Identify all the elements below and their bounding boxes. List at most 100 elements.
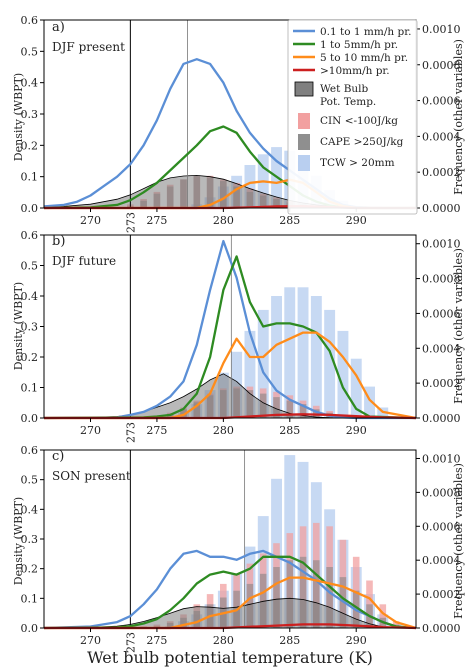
- legend-box: [287, 19, 418, 215]
- panel-b-right-tick-label: 0.0004: [422, 342, 461, 355]
- panel-b-tcw-bar: [337, 330, 349, 418]
- panel-a-right-tick-label: 0.0006: [422, 95, 461, 108]
- panel-b-left-tick-label: 0.5: [21, 260, 39, 273]
- panel-b-left-tick-label: 0.6: [21, 229, 39, 242]
- legend-label-cape: CAPE >250J/kg: [320, 136, 404, 148]
- panel-b-geometry: 0.0 0.1 0.2 0.3 0.4 0.5 0.6 0.0000 0.0002 0.0004 0…: [21, 229, 461, 443]
- panel-c-left-tick-label: 0.1: [21, 592, 39, 605]
- panel-b-cape-bar: [273, 397, 280, 418]
- legend-label-wbpt-1: Wet Bulb: [320, 83, 369, 95]
- legend-label-line-4: >10mm/h pr.: [320, 65, 390, 77]
- panel-b-left-tick-label: 0.3: [21, 321, 39, 334]
- panel-b-tcw-bar: [297, 287, 309, 418]
- legend-swatch-wbpt: [294, 81, 314, 97]
- panel-c-cin-bar: [379, 604, 387, 628]
- legend-entry-line-4: >10mm/h pr.: [293, 65, 390, 77]
- panel-b-right-tick-label: 0.0002: [422, 377, 461, 390]
- panel-b-x-tick-label: 270: [80, 424, 101, 437]
- panel-b-tcw-bar: [364, 386, 375, 418]
- panel-b-left-ylabel: Density (WBPT): [12, 282, 25, 370]
- panel-a-letter: a): [52, 20, 65, 35]
- legend-entry-line-3: 5 to 10 mm/h pr.: [293, 52, 408, 64]
- panel-c: 0.0 0.1 0.2 0.3 0.4 0.5 0.6 0.0000 0.0002 0.0004 0…: [12, 444, 465, 653]
- panel-c-left-tick-label: 0.6: [21, 444, 39, 457]
- panel-c-cape-bar: [273, 567, 280, 628]
- panel-a-left-tick-label: 0.2: [21, 139, 39, 152]
- panel-c-left-tick-label: 0.4: [21, 503, 39, 516]
- panel-a-x-tick-label: 280: [213, 214, 234, 227]
- panel-c-left-tick-label: 0.2: [21, 563, 39, 576]
- panel-a-left-tick-label: 0.0: [21, 202, 39, 215]
- panel-c-x-tick-label: 270: [80, 634, 101, 647]
- legend-label-wbpt-2: Pot. Temp.: [320, 96, 376, 108]
- panel-b-tcw-bar: [350, 358, 362, 418]
- legend-entry-tcw: TCW > 20mm: [298, 155, 395, 171]
- panel-a-left-tick-label: 0.6: [21, 14, 39, 27]
- panel-a-x-tick-label: 290: [346, 214, 367, 227]
- panel-c-right-ylabel: Frequency (other variables): [452, 463, 465, 619]
- panel-b-x-tick-label: 290: [346, 424, 367, 437]
- panel-b-left-tick-label: 0.1: [21, 382, 39, 395]
- panel-b-letter: b): [52, 234, 65, 249]
- panel-a-right-tick-label: 0.0000: [422, 202, 461, 215]
- panel-b-series-2-line: [43, 255, 417, 420]
- panel-a-right-tick-label: 0.0004: [422, 130, 461, 143]
- panel-b-left-tick-label: 0.0: [21, 412, 39, 425]
- panel-a-x-tick-label: 275: [146, 214, 167, 227]
- panel-b-right-tick-label: 0.0010: [422, 238, 461, 251]
- panel-b-tcw-bar: [257, 309, 269, 418]
- panel-c-x-tick-label: 275: [146, 634, 167, 647]
- panel-c-cape-bar: [313, 560, 320, 628]
- panel-a-left-tick-label: 0.3: [21, 108, 39, 121]
- panel-b-x-marker-label: 273: [124, 422, 137, 443]
- panel-c-cin-bar: [366, 580, 373, 628]
- panel-a-left-tick-label: 0.4: [21, 77, 39, 90]
- panel-c-left-tick-label: 0.3: [21, 533, 39, 546]
- panel-c-letter: c): [52, 449, 64, 464]
- panel-b-right-tick-label: 0.0000: [422, 412, 461, 425]
- panel-b-tcw-bar: [284, 287, 296, 418]
- panel-c-right-tick-label: 0.0008: [422, 486, 461, 499]
- panel-b-right-ylabel: Frequency (other variables): [452, 248, 465, 404]
- panel-a-right-tick-label: 0.0008: [422, 59, 461, 72]
- panel-b-series-3-line: [44, 331, 417, 420]
- panel-a-tcw-bar: [244, 165, 256, 208]
- panel-c-cape-bar: [299, 556, 307, 628]
- panel-b-tcw-bar: [244, 330, 256, 418]
- panel-a-right-tick-label: 0.0002: [422, 166, 461, 179]
- panel-b: 0.0 0.1 0.2 0.3 0.4 0.5 0.6 0.0000 0.0002 0.0004 0…: [12, 229, 465, 443]
- panel-a-left-tick-label: 0.5: [21, 45, 39, 58]
- panel-c-right-tick-label: 0.0004: [422, 554, 461, 567]
- panel-c-series-2-line: [43, 555, 417, 630]
- panel-c-series-1-line: [43, 549, 417, 630]
- panel-b-cape-bar: [299, 404, 307, 418]
- legend-label-line-1: 0.1 to 1 mm/h pr.: [320, 26, 411, 38]
- panel-b-tcw-bar: [310, 296, 322, 418]
- panel-c-geometry: 0.0 0.1 0.2 0.3 0.4 0.5 0.6 0.0000 0.0002 0.0004 0…: [21, 444, 461, 653]
- panel-c-cape-bar: [326, 567, 333, 628]
- panel-c-right-tick-label: 0.0006: [422, 520, 461, 533]
- legend: 0.1 to 1 mm/h pr. 1 to 5mm/h pr. 5 to 10…: [287, 19, 418, 215]
- panel-b-x-tick-label: 280: [213, 424, 234, 437]
- legend-swatch-tcw: [298, 155, 310, 171]
- panel-c-right-tick-label: 0.0002: [422, 588, 461, 601]
- panel-c-x-tick-label: 290: [346, 634, 367, 647]
- panel-b-tcw-bar: [324, 309, 336, 418]
- panel-c-left-ylabel: Density (WBPT): [12, 497, 25, 585]
- panel-b-x-tick-label: 275: [146, 424, 167, 437]
- panel-c-x-tick-label: 285: [279, 634, 300, 647]
- panel-c-left-tick-label: 0.5: [21, 474, 39, 487]
- panel-c-cape-bar: [286, 560, 294, 628]
- panel-b-left-tick-label: 0.4: [21, 290, 39, 303]
- legend-entry-line-1: 0.1 to 1 mm/h pr.: [293, 26, 411, 38]
- panel-a-title: DJF present: [52, 40, 125, 54]
- x-axis-label: Wet bulb potential temperature (K): [87, 648, 373, 667]
- panel-c-series-3-line: [44, 576, 417, 630]
- panel-a-left-tick-label: 0.1: [21, 171, 39, 184]
- panel-c-wbpt-density-area: [43, 597, 417, 629]
- panel-b-title: DJF future: [52, 254, 116, 268]
- panel-c-x-marker-label: 273: [124, 632, 137, 653]
- panel-a-x-tick-label: 270: [80, 214, 101, 227]
- panel-c-x-tick-label: 280: [213, 634, 234, 647]
